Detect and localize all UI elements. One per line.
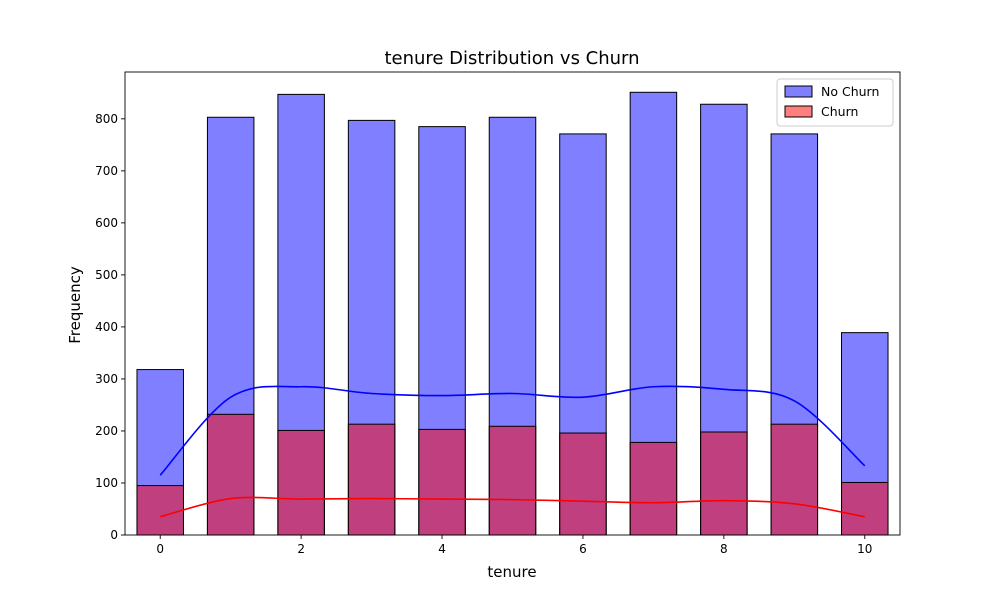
y-tick-label: 200 — [95, 424, 118, 438]
bar-churn-0 — [136, 485, 184, 536]
legend: No Churn Churn — [776, 78, 894, 127]
kde-line-no-churn — [159, 385, 866, 476]
y-tick-label: 400 — [95, 320, 118, 334]
x-axis-label: tenure — [487, 563, 536, 581]
legend-swatch-churn — [784, 105, 813, 118]
bar-churn-6 — [559, 432, 607, 536]
y-tick-label: 100 — [95, 476, 118, 490]
kde-line-churn — [160, 496, 865, 518]
bar-churn-5 — [488, 425, 537, 536]
chart-title: tenure Distribution vs Churn — [384, 48, 639, 69]
bar-churn-9 — [770, 423, 819, 536]
y-tick-label: 500 — [95, 268, 118, 282]
x-tick-label: 0 — [156, 542, 164, 556]
x-tick-label: 10 — [857, 542, 872, 556]
legend-label-churn: Churn — [821, 104, 858, 119]
legend-swatch-no-churn — [784, 85, 813, 98]
y-tick-label: 800 — [95, 112, 118, 126]
bar-churn-2 — [277, 429, 325, 536]
bar-churn-4 — [418, 428, 466, 536]
bar-churn-1 — [206, 413, 255, 536]
kde-layer — [159, 385, 866, 518]
y-tick-label: 300 — [95, 372, 118, 386]
y-tick-label: 600 — [95, 216, 118, 230]
series-churn-bars — [136, 413, 889, 536]
bar-churn-10 — [841, 481, 889, 536]
bar-churn-3 — [347, 423, 396, 536]
x-tick-label: 8 — [720, 542, 728, 556]
bar-churn-8 — [700, 431, 748, 536]
x-tick-label: 2 — [297, 542, 305, 556]
x-tick-label: 4 — [438, 542, 446, 556]
y-tick-label: 700 — [95, 164, 118, 178]
x-tick-label: 6 — [579, 542, 587, 556]
legend-label-no-churn: No Churn — [821, 84, 879, 99]
bars-layer — [136, 91, 889, 536]
y-axis-label: Frequency — [66, 266, 84, 344]
bar-churn-7 — [629, 441, 678, 536]
y-tick-label: 0 — [110, 528, 118, 542]
plot-frame — [124, 71, 901, 536]
